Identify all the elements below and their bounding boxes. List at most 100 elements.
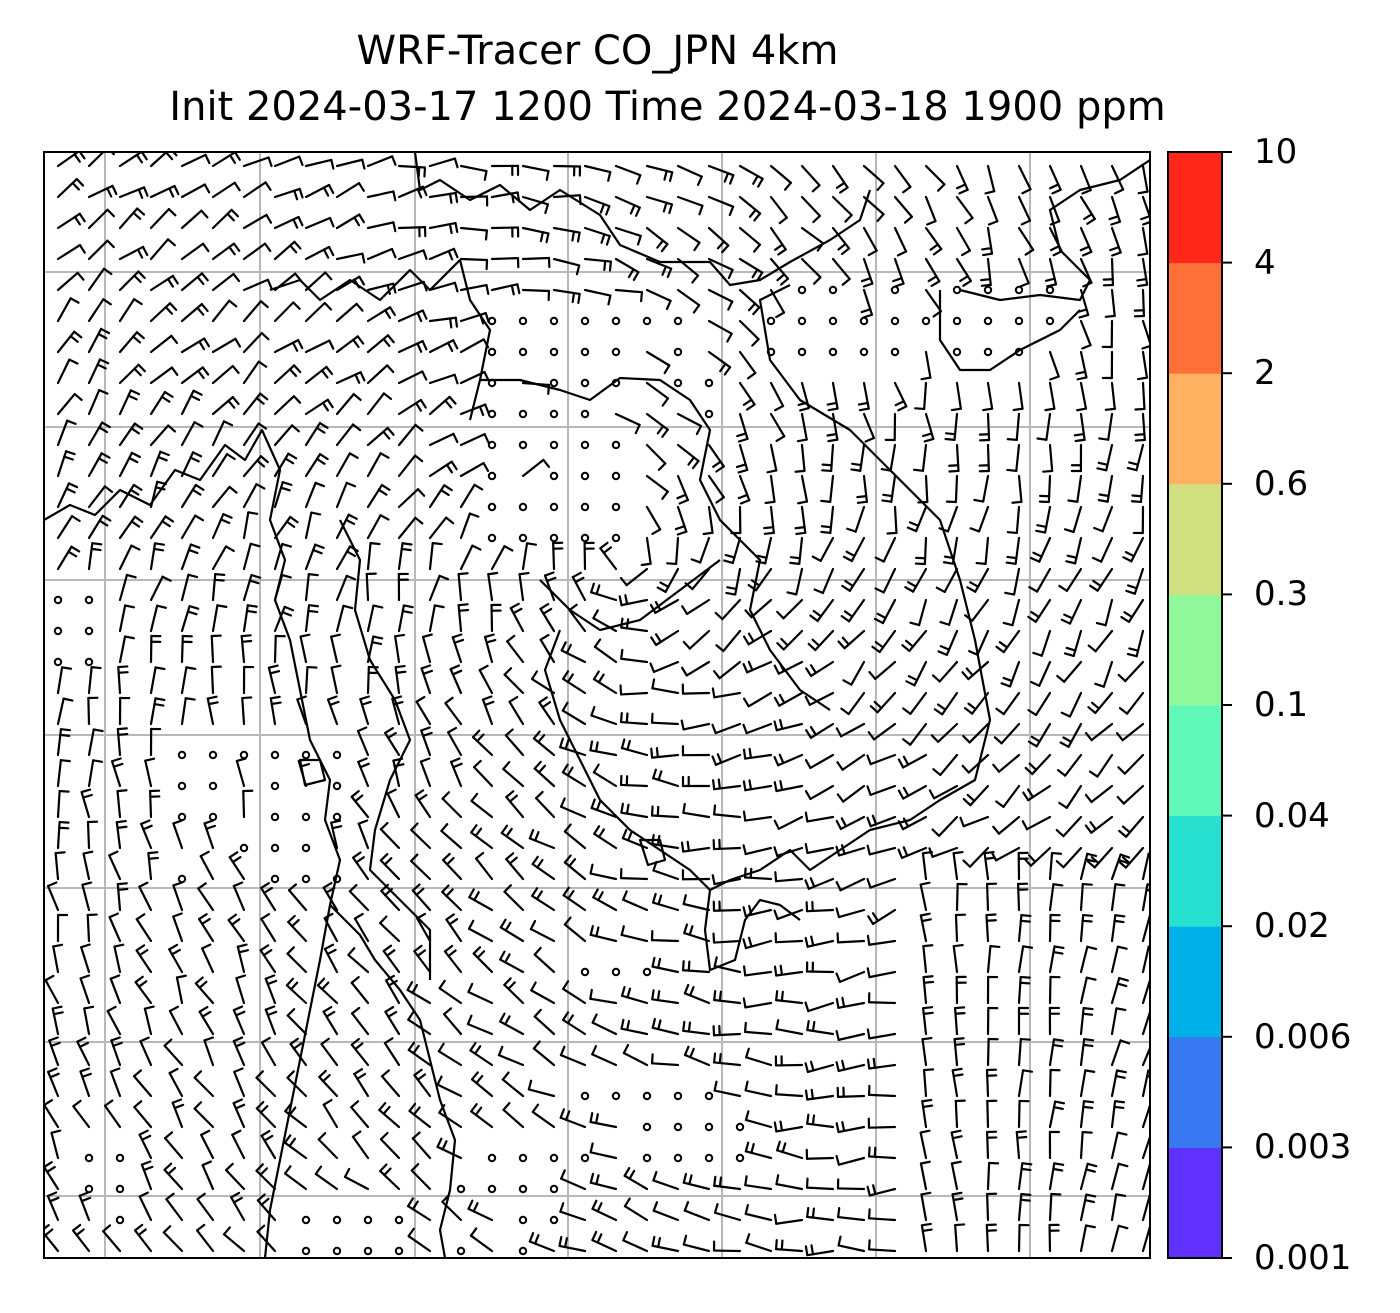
wind-barb — [530, 981, 556, 1005]
wind-barb — [797, 474, 809, 505]
calm-wind-marker — [487, 409, 497, 419]
wind-barb — [742, 844, 773, 856]
wind-barb — [835, 907, 866, 919]
wind-barb — [805, 660, 835, 678]
wind-barb — [682, 802, 711, 819]
wind-barb — [599, 541, 618, 571]
wind-barb — [945, 474, 959, 504]
wind-barb — [773, 753, 804, 767]
wind-barb — [681, 869, 711, 881]
wind-barb — [924, 164, 946, 192]
wind-barb — [886, 505, 898, 535]
wind-barb — [568, 603, 587, 633]
wind-barb — [534, 790, 556, 819]
wind-barb — [273, 515, 299, 540]
wind-barb — [211, 396, 240, 416]
wind-barb — [335, 252, 366, 264]
wind-barb — [583, 195, 611, 216]
wind-barb — [147, 851, 160, 881]
wind-barb — [366, 452, 390, 478]
wind-barb — [836, 932, 866, 944]
calm-wind-marker — [301, 812, 311, 822]
wind-barb — [438, 1104, 463, 1129]
wind-barb — [450, 757, 463, 788]
wind-barb — [318, 1069, 339, 1098]
wind-barb — [211, 208, 240, 230]
wind-barb — [135, 944, 153, 974]
wind-barb — [559, 737, 587, 757]
wind-barb — [230, 1191, 246, 1222]
wind-barb — [1056, 753, 1083, 777]
wind-barb — [52, 943, 64, 974]
wind-barb — [180, 514, 205, 540]
calm-wind-marker — [549, 1153, 559, 1163]
wind-barb — [713, 1175, 742, 1191]
wind-barb — [1006, 443, 1021, 472]
wind-barb — [682, 629, 711, 650]
wind-barb — [1075, 350, 1088, 381]
wind-barb — [521, 195, 550, 215]
wind-barb — [1110, 883, 1126, 912]
calm-wind-marker — [301, 843, 311, 853]
colorbar-segment — [1168, 152, 1222, 264]
wind-barb — [773, 1120, 804, 1133]
calm-wind-marker — [332, 750, 342, 760]
wind-barb — [180, 573, 199, 602]
wind-barb — [509, 602, 525, 633]
wind-barb — [211, 272, 241, 292]
wind-barb — [867, 1117, 897, 1129]
wind-barb — [232, 881, 246, 912]
wind-barb — [441, 884, 463, 912]
map-title-line2: Init 2024-03-17 1200 Time 2024-03-18 190… — [169, 84, 1166, 130]
wind-barb — [235, 757, 247, 788]
wind-barb — [194, 976, 215, 1005]
wind-barb — [322, 1005, 339, 1036]
wind-barb — [200, 1129, 215, 1160]
wind-barb — [931, 660, 959, 683]
wind-barb — [893, 226, 908, 257]
wind-barb — [645, 350, 671, 375]
wind-barb — [118, 604, 136, 633]
wind-barb — [440, 823, 463, 850]
calm-wind-marker — [580, 502, 590, 512]
wind-barb — [87, 184, 118, 199]
wind-barb — [1140, 195, 1150, 226]
wind-barb — [707, 164, 735, 185]
wind-barb — [1079, 913, 1094, 943]
wind-barb — [711, 874, 742, 886]
wind-barb — [521, 542, 538, 571]
wind-barb — [78, 1191, 92, 1222]
calm-wind-marker — [580, 316, 590, 326]
wind-barb — [591, 1230, 618, 1253]
wind-barb — [914, 381, 928, 411]
calm-wind-marker — [611, 316, 621, 326]
wind-barb — [743, 1021, 773, 1036]
calm-wind-marker — [766, 316, 776, 326]
wind-barb — [82, 850, 94, 881]
wind-barb — [499, 918, 525, 943]
wind-barb — [87, 542, 103, 571]
wind-barb — [1141, 1193, 1150, 1222]
wind-barb — [1067, 474, 1083, 503]
wind-barb — [1060, 691, 1083, 718]
wind-barb — [713, 989, 742, 1005]
wind-barb — [168, 1067, 184, 1098]
coastline-hokkaido — [959, 159, 1150, 302]
wind-barb — [118, 515, 144, 540]
wind-barb — [571, 571, 587, 602]
wind-barb — [619, 867, 649, 881]
wind-barb — [468, 888, 494, 912]
wind-barb — [769, 195, 788, 225]
wind-barb — [133, 1223, 153, 1253]
calm-wind-marker — [270, 781, 280, 791]
wind-barb — [149, 789, 161, 819]
wind-barb — [881, 474, 897, 503]
wind-barb — [503, 977, 525, 1005]
wind-barb — [1104, 381, 1116, 411]
calm-wind-marker — [518, 533, 528, 543]
wind-barb — [138, 1129, 153, 1160]
wind-barb — [1118, 691, 1145, 715]
calm-wind-marker — [983, 285, 993, 295]
wind-barb — [773, 846, 804, 857]
wind-barb — [1027, 691, 1052, 717]
